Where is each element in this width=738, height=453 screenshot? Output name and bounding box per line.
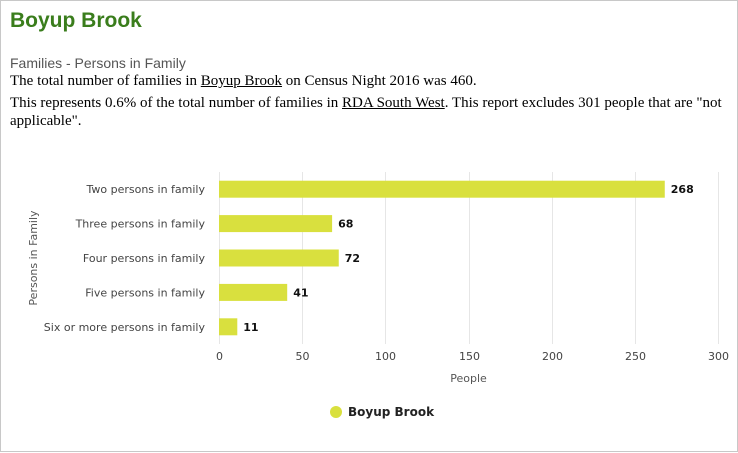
- data-label: 68: [338, 218, 353, 231]
- data-label: 11: [243, 321, 258, 334]
- summary-paragraph-2: This represents 0.6% of the total number…: [10, 94, 730, 130]
- category-label: Three persons in family: [75, 218, 206, 231]
- bar[interactable]: [219, 215, 333, 233]
- bar[interactable]: [219, 283, 288, 301]
- x-tick-label: 0: [216, 350, 223, 363]
- legend-label[interactable]: Boyup Brook: [348, 405, 435, 419]
- bar[interactable]: [219, 180, 665, 198]
- page-title: Boyup Brook: [10, 9, 142, 32]
- data-label: 41: [293, 286, 308, 299]
- x-tick-label: 100: [375, 350, 396, 363]
- y-axis-title: Persons in Family: [27, 210, 40, 306]
- region-link[interactable]: RDA South West: [342, 95, 445, 111]
- legend-marker[interactable]: [330, 406, 342, 418]
- category-label: Two persons in family: [85, 183, 205, 196]
- x-axis-title: People: [450, 372, 487, 385]
- x-tick-label: 150: [459, 350, 480, 363]
- data-label: 268: [671, 183, 694, 196]
- bar[interactable]: [219, 249, 339, 267]
- x-tick-label: 300: [708, 350, 729, 363]
- bar[interactable]: [219, 318, 238, 336]
- summary-2-prefix: This represents 0.6% of the total number…: [10, 95, 342, 111]
- summary-paragraph-1: The total number of families in Boyup Br…: [10, 72, 730, 90]
- area-link[interactable]: Boyup Brook: [200, 73, 283, 89]
- summary-1-prefix: The total number of families in: [10, 73, 201, 89]
- summary-1-suffix: on Census Night 2016 was 460.: [282, 73, 477, 89]
- category-label: Six or more persons in family: [44, 321, 206, 334]
- summary-2-suffix: . This report excludes 301 people that a…: [10, 95, 722, 129]
- x-tick-label: 50: [296, 350, 310, 363]
- category-label: Five persons in family: [85, 286, 205, 299]
- x-tick-label: 250: [625, 350, 646, 363]
- report-subtitle: Families - Persons in Family: [10, 55, 186, 71]
- data-label: 72: [345, 252, 360, 265]
- category-label: Four persons in family: [83, 252, 206, 265]
- x-tick-label: 200: [542, 350, 563, 363]
